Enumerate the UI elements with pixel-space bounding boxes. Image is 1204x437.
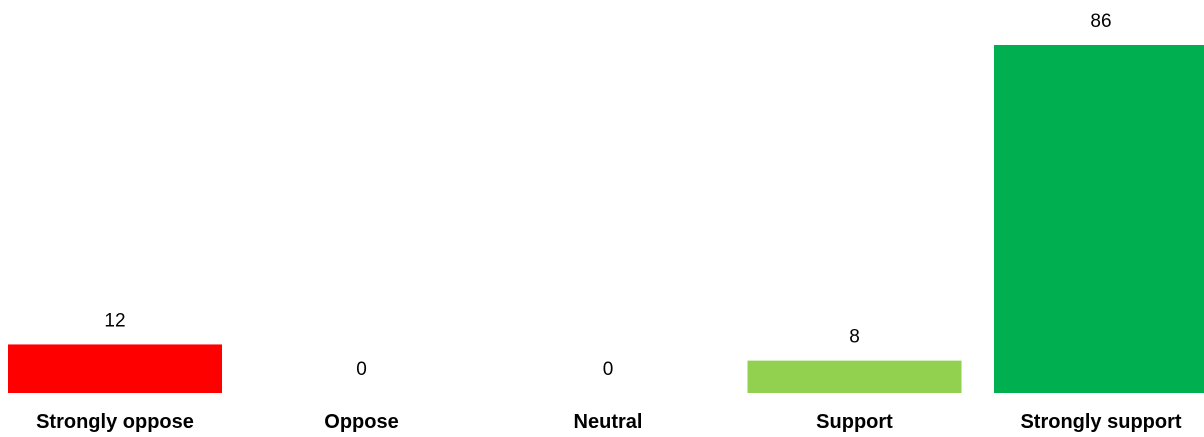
data-label-support: 8: [849, 327, 860, 348]
data-label-strongly-support: 86: [1090, 11, 1111, 32]
category-label-oppose: Oppose: [324, 411, 398, 433]
data-label-strongly-oppose: 12: [104, 310, 125, 331]
bars-group: [8, 45, 1204, 393]
category-labels-group: Strongly oppose Oppose Neutral Support Stron…: [36, 411, 1182, 433]
bar-support: [747, 360, 962, 393]
value-labels-group: 12 0 0 8 86: [104, 11, 1111, 380]
bar-strongly-oppose: [8, 344, 222, 393]
category-label-neutral: Neutral: [574, 411, 643, 433]
bar-strongly-support: [994, 45, 1204, 393]
category-label-strongly-oppose: Strongly oppose: [36, 411, 194, 433]
category-label-strongly-support: Strongly support: [1020, 411, 1181, 433]
data-label-oppose: 0: [356, 359, 367, 380]
category-label-support: Support: [816, 411, 893, 433]
data-label-neutral: 0: [603, 359, 614, 380]
